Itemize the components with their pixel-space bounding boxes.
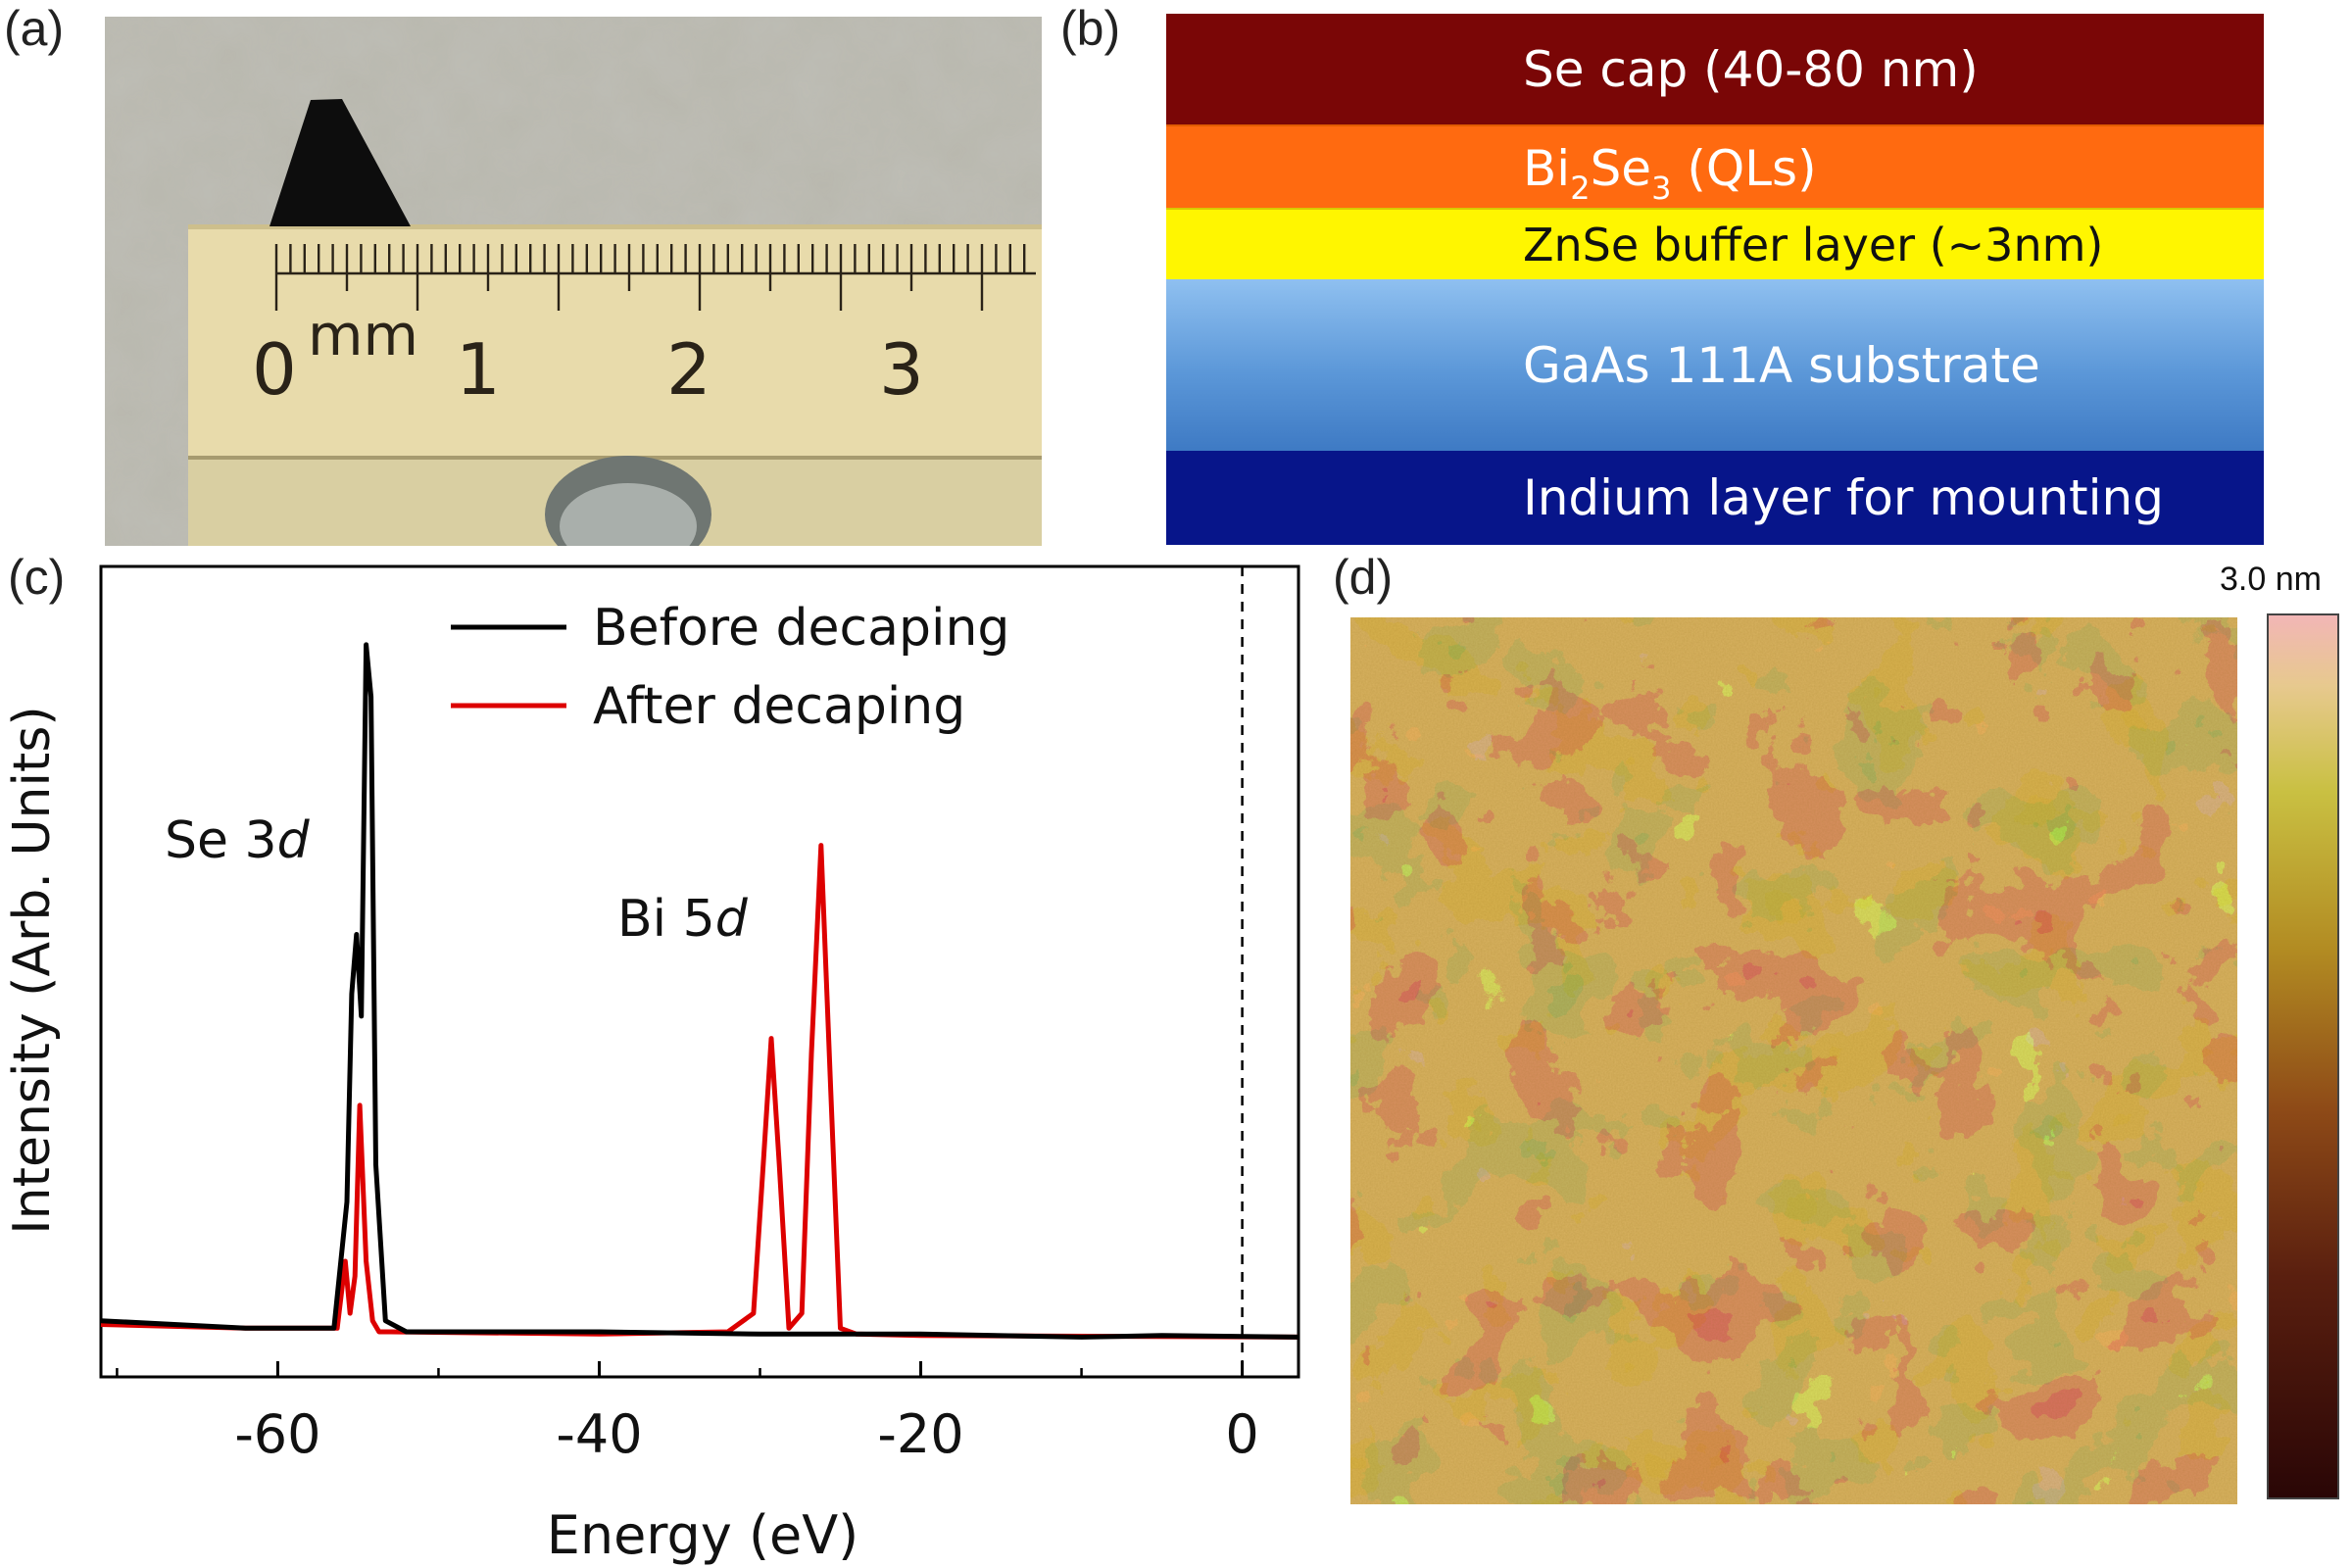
layer-stack-diagram: Se cap (40-80 nm) Bi2Se3 (QLs) ZnSe buff… bbox=[1166, 14, 2264, 545]
ruler-unit: mm bbox=[308, 302, 418, 368]
photoemission-chart: -60 -40 -20 0 Intensity (Arb. Units) Energy… bbox=[3, 564, 1300, 1566]
series-before-decaping bbox=[100, 642, 1299, 1340]
ruler-number-0: 0 bbox=[252, 328, 297, 411]
ruler-number-1: 1 bbox=[456, 328, 501, 411]
colorbar-max-label: 3.0 nm bbox=[2220, 561, 2322, 598]
legend-after: After decaping bbox=[593, 677, 965, 736]
series-after-decaping bbox=[100, 843, 1299, 1340]
x-tick-label: -40 bbox=[556, 1403, 642, 1465]
bi2se3-layer: Bi2Se3 (QLs) bbox=[1166, 124, 2264, 210]
sample-piece bbox=[270, 99, 411, 226]
plot-frame bbox=[99, 564, 1300, 1379]
gaas-label: GaAs 111A substrate bbox=[1523, 336, 2040, 394]
annotation-se3d: Se 3d bbox=[165, 811, 311, 870]
annotation-bi5d: Bi 5d bbox=[617, 890, 749, 949]
afm-topography-image bbox=[1350, 617, 2237, 1504]
sample-photo: 0 mm 1 2 3 bbox=[105, 17, 1042, 546]
znse-buffer-layer: ZnSe buffer layer (~3nm) bbox=[1166, 208, 2264, 279]
panel-b-label: (b) bbox=[1060, 1, 1121, 56]
height-colorbar bbox=[2267, 613, 2339, 1499]
x-tick-label: -60 bbox=[234, 1403, 320, 1465]
x-tick-label: -20 bbox=[877, 1403, 963, 1465]
se-cap-layer: Se cap (40-80 nm) bbox=[1166, 14, 2264, 124]
ruler-number-2: 2 bbox=[666, 328, 711, 411]
ruler-number-3: 3 bbox=[879, 328, 924, 411]
legend-before: Before decaping bbox=[593, 599, 1009, 658]
gaas-substrate-layer: GaAs 111A substrate bbox=[1166, 279, 2264, 451]
panel-d-label: (d) bbox=[1333, 550, 1394, 605]
indium-label: Indium layer for mounting bbox=[1523, 469, 2164, 526]
panel-c-label: (c) bbox=[8, 550, 66, 605]
y-axis-label: Intensity (Arb. Units) bbox=[3, 706, 62, 1234]
znse-label: ZnSe buffer layer (~3nm) bbox=[1523, 218, 2104, 271]
x-tick-label: 0 bbox=[1225, 1403, 1258, 1465]
indium-layer: Indium layer for mounting bbox=[1166, 451, 2264, 545]
x-axis-label: Energy (eV) bbox=[547, 1504, 859, 1566]
se-cap-label: Se cap (40-80 nm) bbox=[1523, 40, 1979, 98]
bi2se3-label: Bi2Se3 (QLs) bbox=[1523, 139, 1817, 207]
panel-a-label: (a) bbox=[4, 1, 65, 56]
